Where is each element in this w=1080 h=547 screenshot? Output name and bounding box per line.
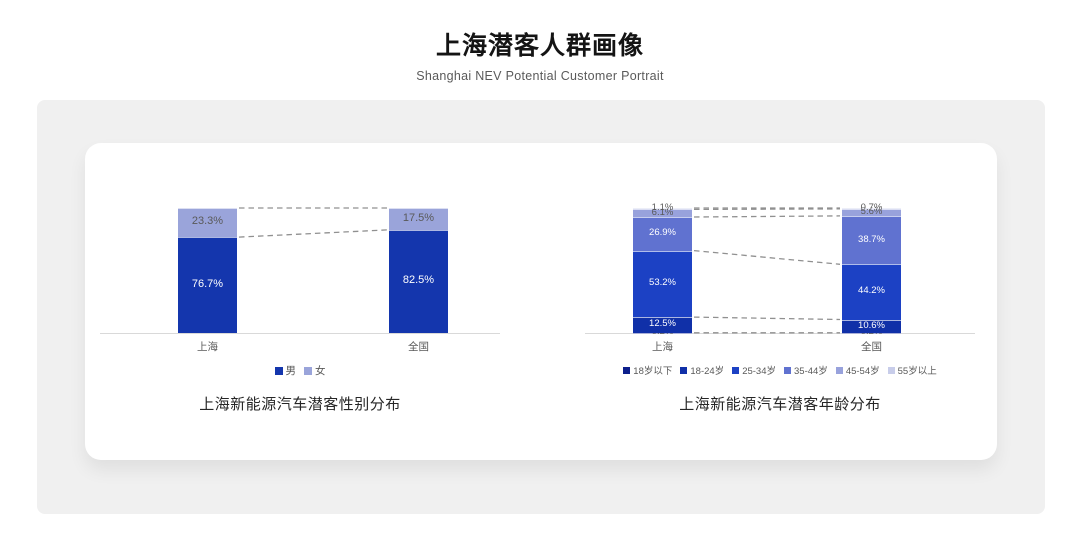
legend-item-25-34岁: 25-34岁 (732, 363, 776, 377)
bar-segment-value: 0.7% (860, 201, 883, 213)
content-panel: 76.7% 23.3% 上海 82.5% 17.5% 全国 男女 上海新能源汽车潜客性别分… (37, 100, 1045, 514)
legend-label: 25-34岁 (742, 366, 776, 377)
legend-item-18-24岁: 18-24岁 (680, 363, 724, 377)
legend-item-45-54岁: 45-54岁 (835, 363, 880, 377)
bar-segment-value: 23.3% (191, 215, 224, 228)
bar-segment-value: 5.6% (860, 205, 883, 217)
bar-segment-value: 38.7% (858, 233, 885, 245)
bar-segment-25-34岁 (842, 264, 901, 320)
legend-label: 18岁以下 (633, 366, 673, 377)
bar-segment-18岁以下 (633, 332, 692, 334)
legend-label: 45-54岁 (845, 366, 880, 377)
bar-segment-45-54岁 (842, 208, 901, 216)
bar-segment-25-34岁 (633, 250, 692, 318)
x-axis-line (100, 333, 500, 334)
bar-segment-value: 10.6% (858, 319, 885, 331)
bar-segment-35-44岁 (842, 215, 901, 265)
legend-item-18岁以下: 18岁以下 (623, 363, 672, 377)
bar-segment-女 (389, 208, 448, 230)
legend-swatch (784, 366, 791, 374)
bar-segment-45-54岁 (633, 209, 692, 217)
legend-item-男: 男 (274, 363, 297, 378)
bar-segment-value: 53.2% (649, 277, 676, 289)
legend-item-女: 女 (304, 363, 326, 378)
legend-item-35-44岁: 35-44岁 (784, 363, 828, 377)
bar-segment-18-24岁 (842, 319, 901, 333)
legend-swatch (274, 366, 283, 375)
axis-category-label: 上海 (197, 341, 218, 353)
legend-swatch (304, 366, 312, 375)
legend-label: 18-24岁 (690, 366, 725, 377)
bar-segment-35-44岁 (633, 217, 692, 251)
legend-swatch (887, 366, 895, 374)
bar-segment-value: 82.5% (402, 274, 435, 287)
connector-lines (693, 207, 841, 334)
bar-segment-55岁以上 (842, 208, 901, 209)
axis-category-label: 上海 (652, 341, 673, 353)
page-subtitle: Shanghai NEV Potential Customer Portrait (416, 69, 664, 83)
legend-swatch (732, 366, 740, 374)
bar-segment-55岁以上 (633, 208, 692, 210)
axis-category-label: 全国 (861, 341, 882, 353)
bar-segment-value: 76.7% (191, 277, 224, 290)
bar-segment-value: 44.2% (858, 285, 885, 297)
x-axis-line (585, 333, 975, 334)
age-chart-caption: 上海新能源汽车潜客年龄分布 (679, 396, 881, 413)
axis-category-label: 全国 (408, 341, 429, 353)
header: 上海潜客人群画像 Shanghai NEV Potential Customer… (0, 26, 1080, 83)
legend-swatch (835, 366, 843, 374)
bar-segment-value: 1.1% (651, 202, 674, 214)
bar-segment-value: 6.1% (651, 206, 674, 218)
legend-label: 55岁以上 (897, 366, 937, 377)
legend-label: 男 (285, 365, 297, 377)
gender-chart-caption: 上海新能源汽车潜客性别分布 (199, 396, 401, 413)
bar-segment-18-24岁 (633, 317, 692, 333)
gender-distribution-chart: 76.7% 23.3% 上海 82.5% 17.5% 全国 男女 上海新能源汽车潜客性别分… (100, 203, 500, 448)
gender-chart-plot: 76.7% 23.3% 上海 82.5% 17.5% 全国 (100, 203, 500, 353)
legend-swatch (680, 366, 688, 374)
charts-card: 76.7% 23.3% 上海 82.5% 17.5% 全国 男女 上海新能源汽车潜客性别分… (85, 143, 997, 460)
bar-segment-女 (178, 208, 237, 238)
bar-segment-男 (389, 229, 448, 333)
bar-segment-男 (178, 237, 237, 333)
bar-segment-value: 17.5% (402, 211, 435, 224)
legend-swatch (623, 366, 631, 374)
age-chart-legend: 18岁以下 18-24岁 25-34岁 35-44岁 45-54岁 55岁以上 (585, 363, 975, 377)
legend-label: 女 (315, 365, 326, 377)
legend-label: 35-44岁 (794, 366, 828, 377)
age-chart-plot: 0.2%12.5%53.2%26.9%6.1%1.1%上海0.2%10.6%44… (585, 201, 975, 353)
page-title: 上海潜客人群画像 (435, 32, 644, 60)
age-distribution-chart: 0.2%12.5%53.2%26.9%6.1%1.1%上海0.2%10.6%44… (585, 201, 975, 448)
bar-segment-18岁以下 (842, 332, 901, 334)
bar-segment-value: 26.9% (649, 227, 676, 239)
bar-segment-value: 12.5% (649, 318, 676, 330)
gender-chart-legend: 男女 (100, 363, 500, 378)
legend-item-55岁以上: 55岁以上 (887, 363, 937, 377)
